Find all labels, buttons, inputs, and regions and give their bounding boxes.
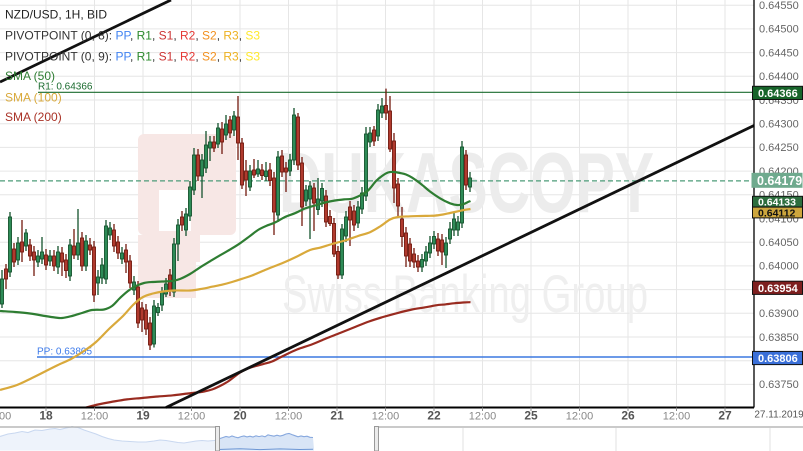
svg-text:12:00: 12:00 bbox=[0, 411, 11, 423]
svg-text:20: 20 bbox=[233, 409, 247, 423]
svg-text:0.64000: 0.64000 bbox=[759, 261, 799, 273]
svg-text:19: 19 bbox=[136, 409, 150, 423]
svg-text:R1: 0.64366: R1: 0.64366 bbox=[38, 82, 93, 93]
svg-text:PIVOTPOINT (0, 9): PP, R1, S1,: PIVOTPOINT (0, 9): PP, R1, S1, R2, S2, R… bbox=[5, 50, 260, 64]
svg-text:12:00: 12:00 bbox=[275, 411, 303, 423]
svg-text:12:00: 12:00 bbox=[469, 411, 497, 423]
svg-text:0.63954: 0.63954 bbox=[758, 283, 799, 295]
svg-text:0.64133: 0.64133 bbox=[758, 197, 796, 209]
svg-text:0.63750: 0.63750 bbox=[759, 379, 799, 391]
svg-text:SMA (50): SMA (50) bbox=[5, 69, 55, 83]
svg-text:PIVOTPOINT (0, 8): PP, R1, S1,: PIVOTPOINT (0, 8): PP, R1, S1, R2, S2, R… bbox=[5, 29, 260, 43]
svg-text:SMA (100): SMA (100) bbox=[5, 91, 62, 105]
svg-text:0.64050: 0.64050 bbox=[759, 237, 799, 249]
svg-text:12:00: 12:00 bbox=[178, 411, 206, 423]
svg-text:0.63900: 0.63900 bbox=[759, 308, 799, 320]
svg-text:0.64366: 0.64366 bbox=[758, 88, 798, 100]
svg-text:SMA (200): SMA (200) bbox=[5, 110, 62, 124]
svg-text:12:00: 12:00 bbox=[566, 411, 594, 423]
svg-text:0.63850: 0.63850 bbox=[759, 332, 799, 344]
svg-text:0.64112: 0.64112 bbox=[758, 207, 796, 219]
svg-text:0.64450: 0.64450 bbox=[759, 47, 799, 59]
svg-text:NZD/USD, 1H, BID: NZD/USD, 1H, BID bbox=[5, 8, 107, 22]
svg-text:0.64300: 0.64300 bbox=[759, 119, 799, 131]
svg-text:0.64250: 0.64250 bbox=[759, 142, 799, 154]
svg-text:27.11.2019: 27.11.2019 bbox=[754, 410, 803, 421]
svg-text:26: 26 bbox=[621, 409, 635, 423]
svg-text:22: 22 bbox=[427, 409, 441, 423]
svg-text:18: 18 bbox=[39, 409, 53, 423]
svg-text:0.63806: 0.63806 bbox=[758, 353, 798, 365]
svg-text:12:00: 12:00 bbox=[81, 411, 109, 423]
svg-text:0.64550: 0.64550 bbox=[759, 0, 799, 12]
svg-text:21: 21 bbox=[330, 409, 344, 423]
svg-text:25: 25 bbox=[524, 409, 538, 423]
svg-text:12:00: 12:00 bbox=[663, 411, 691, 423]
svg-text:0.64500: 0.64500 bbox=[759, 24, 799, 36]
svg-text:0.64179: 0.64179 bbox=[757, 174, 802, 188]
svg-text:27: 27 bbox=[718, 409, 732, 423]
svg-text:PP: 0.63805: PP: 0.63805 bbox=[37, 347, 92, 358]
svg-text:12:00: 12:00 bbox=[372, 411, 400, 423]
svg-text:0.64400: 0.64400 bbox=[759, 71, 799, 83]
